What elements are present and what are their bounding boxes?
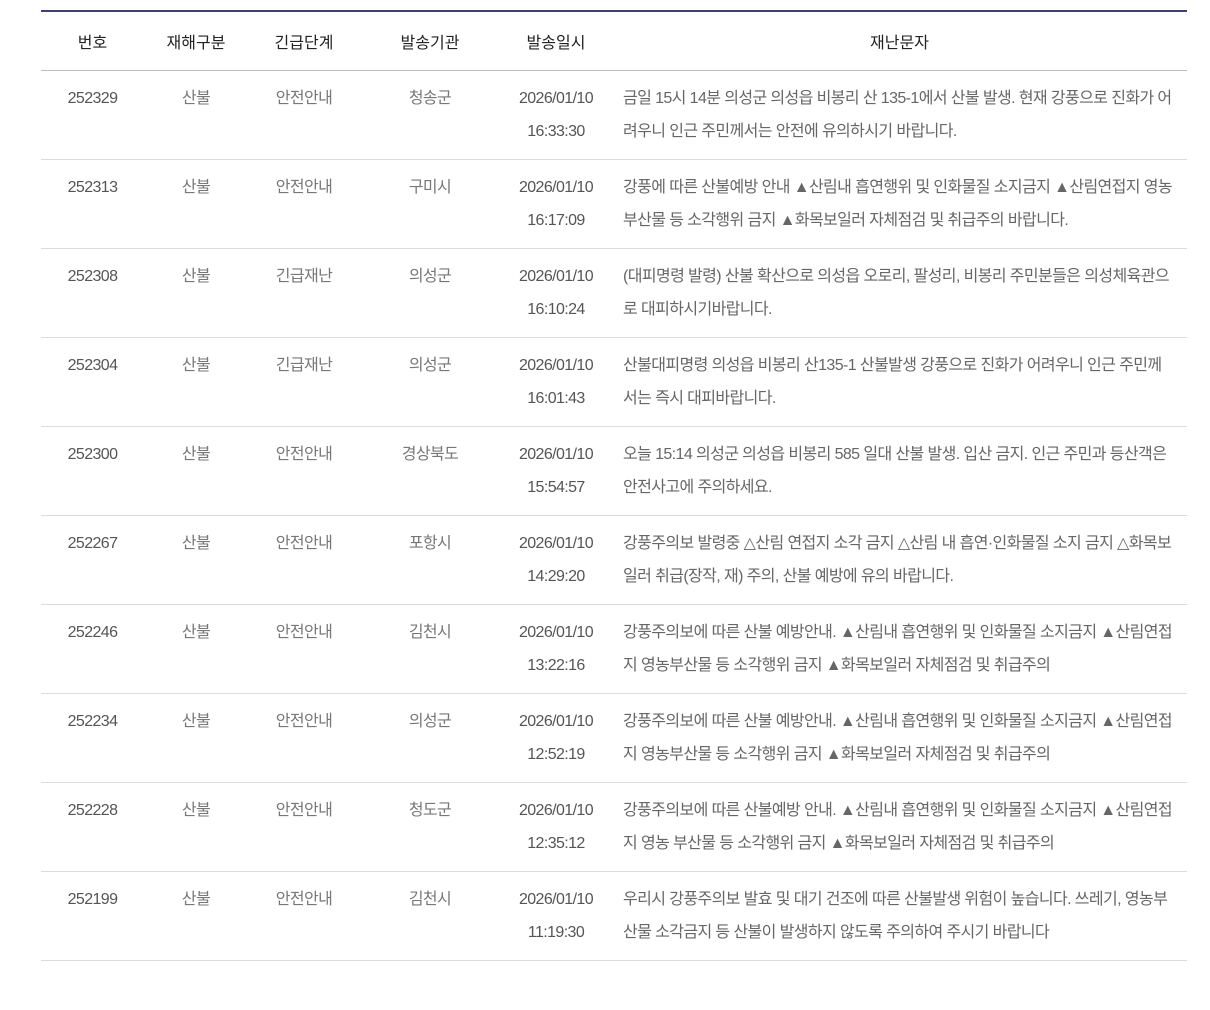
row-agency: 청도군	[360, 782, 500, 872]
header-agency: 발송기관	[360, 11, 500, 71]
row-sent-time: 2026/01/10 14:29:20	[500, 515, 612, 605]
row-number: 252228	[41, 782, 144, 872]
row-number: 252234	[41, 693, 144, 783]
row-number: 252267	[41, 515, 144, 605]
row-sent-time: 2026/01/10 16:10:24	[500, 248, 612, 338]
sent-clock-time: 11:19:30	[527, 924, 585, 941]
row-sent-time: 2026/01/10 12:35:12	[500, 782, 612, 872]
row-number: 252313	[41, 159, 144, 249]
sent-date: 2026/01/10	[518, 90, 594, 107]
sent-clock-time: 16:10:24	[527, 301, 585, 318]
row-number: 252199	[41, 871, 144, 961]
sent-date: 2026/01/10	[518, 713, 594, 730]
sent-date: 2026/01/10	[518, 446, 594, 463]
table-row[interactable]: 252304 산불 긴급재난 의성군 2026/01/10 16:01:43 산불대피명령 …	[41, 337, 1187, 427]
row-sent-time: 2026/01/10 13:22:16	[500, 604, 612, 694]
row-sent-time: 2026/01/10 16:33:30	[500, 70, 612, 160]
row-disaster-type: 산불	[144, 70, 248, 160]
sent-date: 2026/01/10	[518, 535, 594, 552]
row-emergency-level: 안전안내	[248, 70, 360, 160]
table-row[interactable]: 252329 산불 안전안내 청송군 2026/01/10 16:33:30 금일 15시 …	[41, 70, 1187, 160]
row-disaster-type: 산불	[144, 693, 248, 783]
row-emergency-level: 안전안내	[248, 426, 360, 516]
row-message: 산불대피명령 의성읍 비봉리 산135-1 산불발생 강풍으로 진화가 어려우니…	[612, 337, 1187, 427]
table-row[interactable]: 252300 산불 안전안내 경상북도 2026/01/10 15:54:57 오늘 15:…	[41, 426, 1187, 516]
sent-date: 2026/01/10	[518, 357, 594, 374]
row-message: 오늘 15:14 의성군 의성읍 비봉리 585 일대 산불 발생. 입산 금지…	[612, 426, 1187, 516]
sent-clock-time: 12:35:12	[527, 835, 585, 852]
row-message: 강풍주의보에 따른 산불예방 안내. ▲산림내 흡연행위 및 인화물질 소지금지…	[612, 782, 1187, 872]
row-message: 강풍주의보에 따른 산불 예방안내. ▲산림내 흡연행위 및 인화물질 소지금지…	[612, 693, 1187, 783]
row-sent-time: 2026/01/10 11:19:30	[500, 871, 612, 961]
header-number: 번호	[41, 11, 144, 71]
row-number: 252246	[41, 604, 144, 694]
row-emergency-level: 안전안내	[248, 693, 360, 783]
row-disaster-type: 산불	[144, 426, 248, 516]
row-disaster-type: 산불	[144, 515, 248, 605]
row-message: 강풍주의보 발령중 △산림 연접지 소각 금지 △산림 내 흡연·인화물질 소지…	[612, 515, 1187, 605]
table-row[interactable]: 252246 산불 안전안내 김천시 2026/01/10 13:22:16 강풍주의보에 …	[41, 604, 1187, 694]
sent-clock-time: 15:54:57	[527, 479, 585, 496]
table-row[interactable]: 252267 산불 안전안내 포항시 2026/01/10 14:29:20 강풍주의보 발…	[41, 515, 1187, 605]
row-agency: 포항시	[360, 515, 500, 605]
row-agency: 의성군	[360, 693, 500, 783]
row-disaster-type: 산불	[144, 604, 248, 694]
header-disaster-type: 재해구분	[144, 11, 248, 71]
header-emergency-level: 긴급단계	[248, 11, 360, 71]
sent-date: 2026/01/10	[518, 179, 594, 196]
row-disaster-type: 산불	[144, 337, 248, 427]
sent-date: 2026/01/10	[518, 802, 594, 819]
row-number: 252300	[41, 426, 144, 516]
row-agency: 김천시	[360, 871, 500, 961]
sent-clock-time: 16:17:09	[527, 212, 585, 229]
row-message: 금일 15시 14분 의성군 의성읍 비봉리 산 135-1에서 산불 발생. …	[612, 70, 1187, 160]
row-disaster-type: 산불	[144, 159, 248, 249]
row-message: 강풍주의보에 따른 산불 예방안내. ▲산림내 흡연행위 및 인화물질 소지금지…	[612, 604, 1187, 694]
row-number: 252304	[41, 337, 144, 427]
row-emergency-level: 안전안내	[248, 515, 360, 605]
row-sent-time: 2026/01/10 16:17:09	[500, 159, 612, 249]
header-sent-time: 발송일시	[500, 11, 612, 71]
row-number: 252308	[41, 248, 144, 338]
sent-date: 2026/01/10	[518, 624, 594, 641]
row-message: (대피명령 발령) 산불 확산으로 의성읍 오로리, 팔성리, 비봉리 주민분들…	[612, 248, 1187, 338]
row-emergency-level: 안전안내	[248, 159, 360, 249]
row-sent-time: 2026/01/10 12:52:19	[500, 693, 612, 783]
table-row[interactable]: 252234 산불 안전안내 의성군 2026/01/10 12:52:19 강풍주의보에 …	[41, 693, 1187, 783]
row-disaster-type: 산불	[144, 248, 248, 338]
sent-clock-time: 12:52:19	[527, 746, 585, 763]
row-emergency-level: 안전안내	[248, 782, 360, 872]
table-row[interactable]: 252313 산불 안전안내 구미시 2026/01/10 16:17:09 강풍에 따른 …	[41, 159, 1187, 249]
sent-clock-time: 13:22:16	[527, 657, 585, 674]
row-agency: 구미시	[360, 159, 500, 249]
sent-clock-time: 14:29:20	[527, 568, 585, 585]
row-emergency-level: 긴급재난	[248, 248, 360, 338]
row-emergency-level: 안전안내	[248, 604, 360, 694]
sent-date: 2026/01/10	[518, 891, 594, 908]
table-row[interactable]: 252199 산불 안전안내 김천시 2026/01/10 11:19:30 우리시 강풍주…	[41, 871, 1187, 961]
row-agency: 김천시	[360, 604, 500, 694]
row-sent-time: 2026/01/10 16:01:43	[500, 337, 612, 427]
row-message: 우리시 강풍주의보 발효 및 대기 건조에 따른 산불발생 위험이 높습니다. …	[612, 871, 1187, 961]
sent-clock-time: 16:33:30	[527, 123, 585, 140]
row-number: 252329	[41, 70, 144, 160]
row-message: 강풍에 따른 산불예방 안내 ▲산림내 흡연행위 및 인화물질 소지금지 ▲산림…	[612, 159, 1187, 249]
row-emergency-level: 안전안내	[248, 871, 360, 961]
row-disaster-type: 산불	[144, 871, 248, 961]
row-disaster-type: 산불	[144, 782, 248, 872]
row-agency: 경상북도	[360, 426, 500, 516]
row-agency: 의성군	[360, 337, 500, 427]
row-agency: 의성군	[360, 248, 500, 338]
table-row[interactable]: 252228 산불 안전안내 청도군 2026/01/10 12:35:12 강풍주의보에 …	[41, 782, 1187, 872]
sent-date: 2026/01/10	[518, 268, 594, 285]
row-agency: 청송군	[360, 70, 500, 160]
row-emergency-level: 긴급재난	[248, 337, 360, 427]
sent-clock-time: 16:01:43	[527, 390, 585, 407]
disaster-message-table: 번호 재해구분 긴급단계 발송기관 발송일시 재난문자 252329 산불 안전안내…	[41, 10, 1187, 961]
header-message: 재난문자	[612, 11, 1187, 71]
table-row[interactable]: 252308 산불 긴급재난 의성군 2026/01/10 16:10:24 (대피명령 발…	[41, 248, 1187, 338]
table-header: 번호 재해구분 긴급단계 발송기관 발송일시 재난문자	[41, 11, 1187, 71]
row-sent-time: 2026/01/10 15:54:57	[500, 426, 612, 516]
